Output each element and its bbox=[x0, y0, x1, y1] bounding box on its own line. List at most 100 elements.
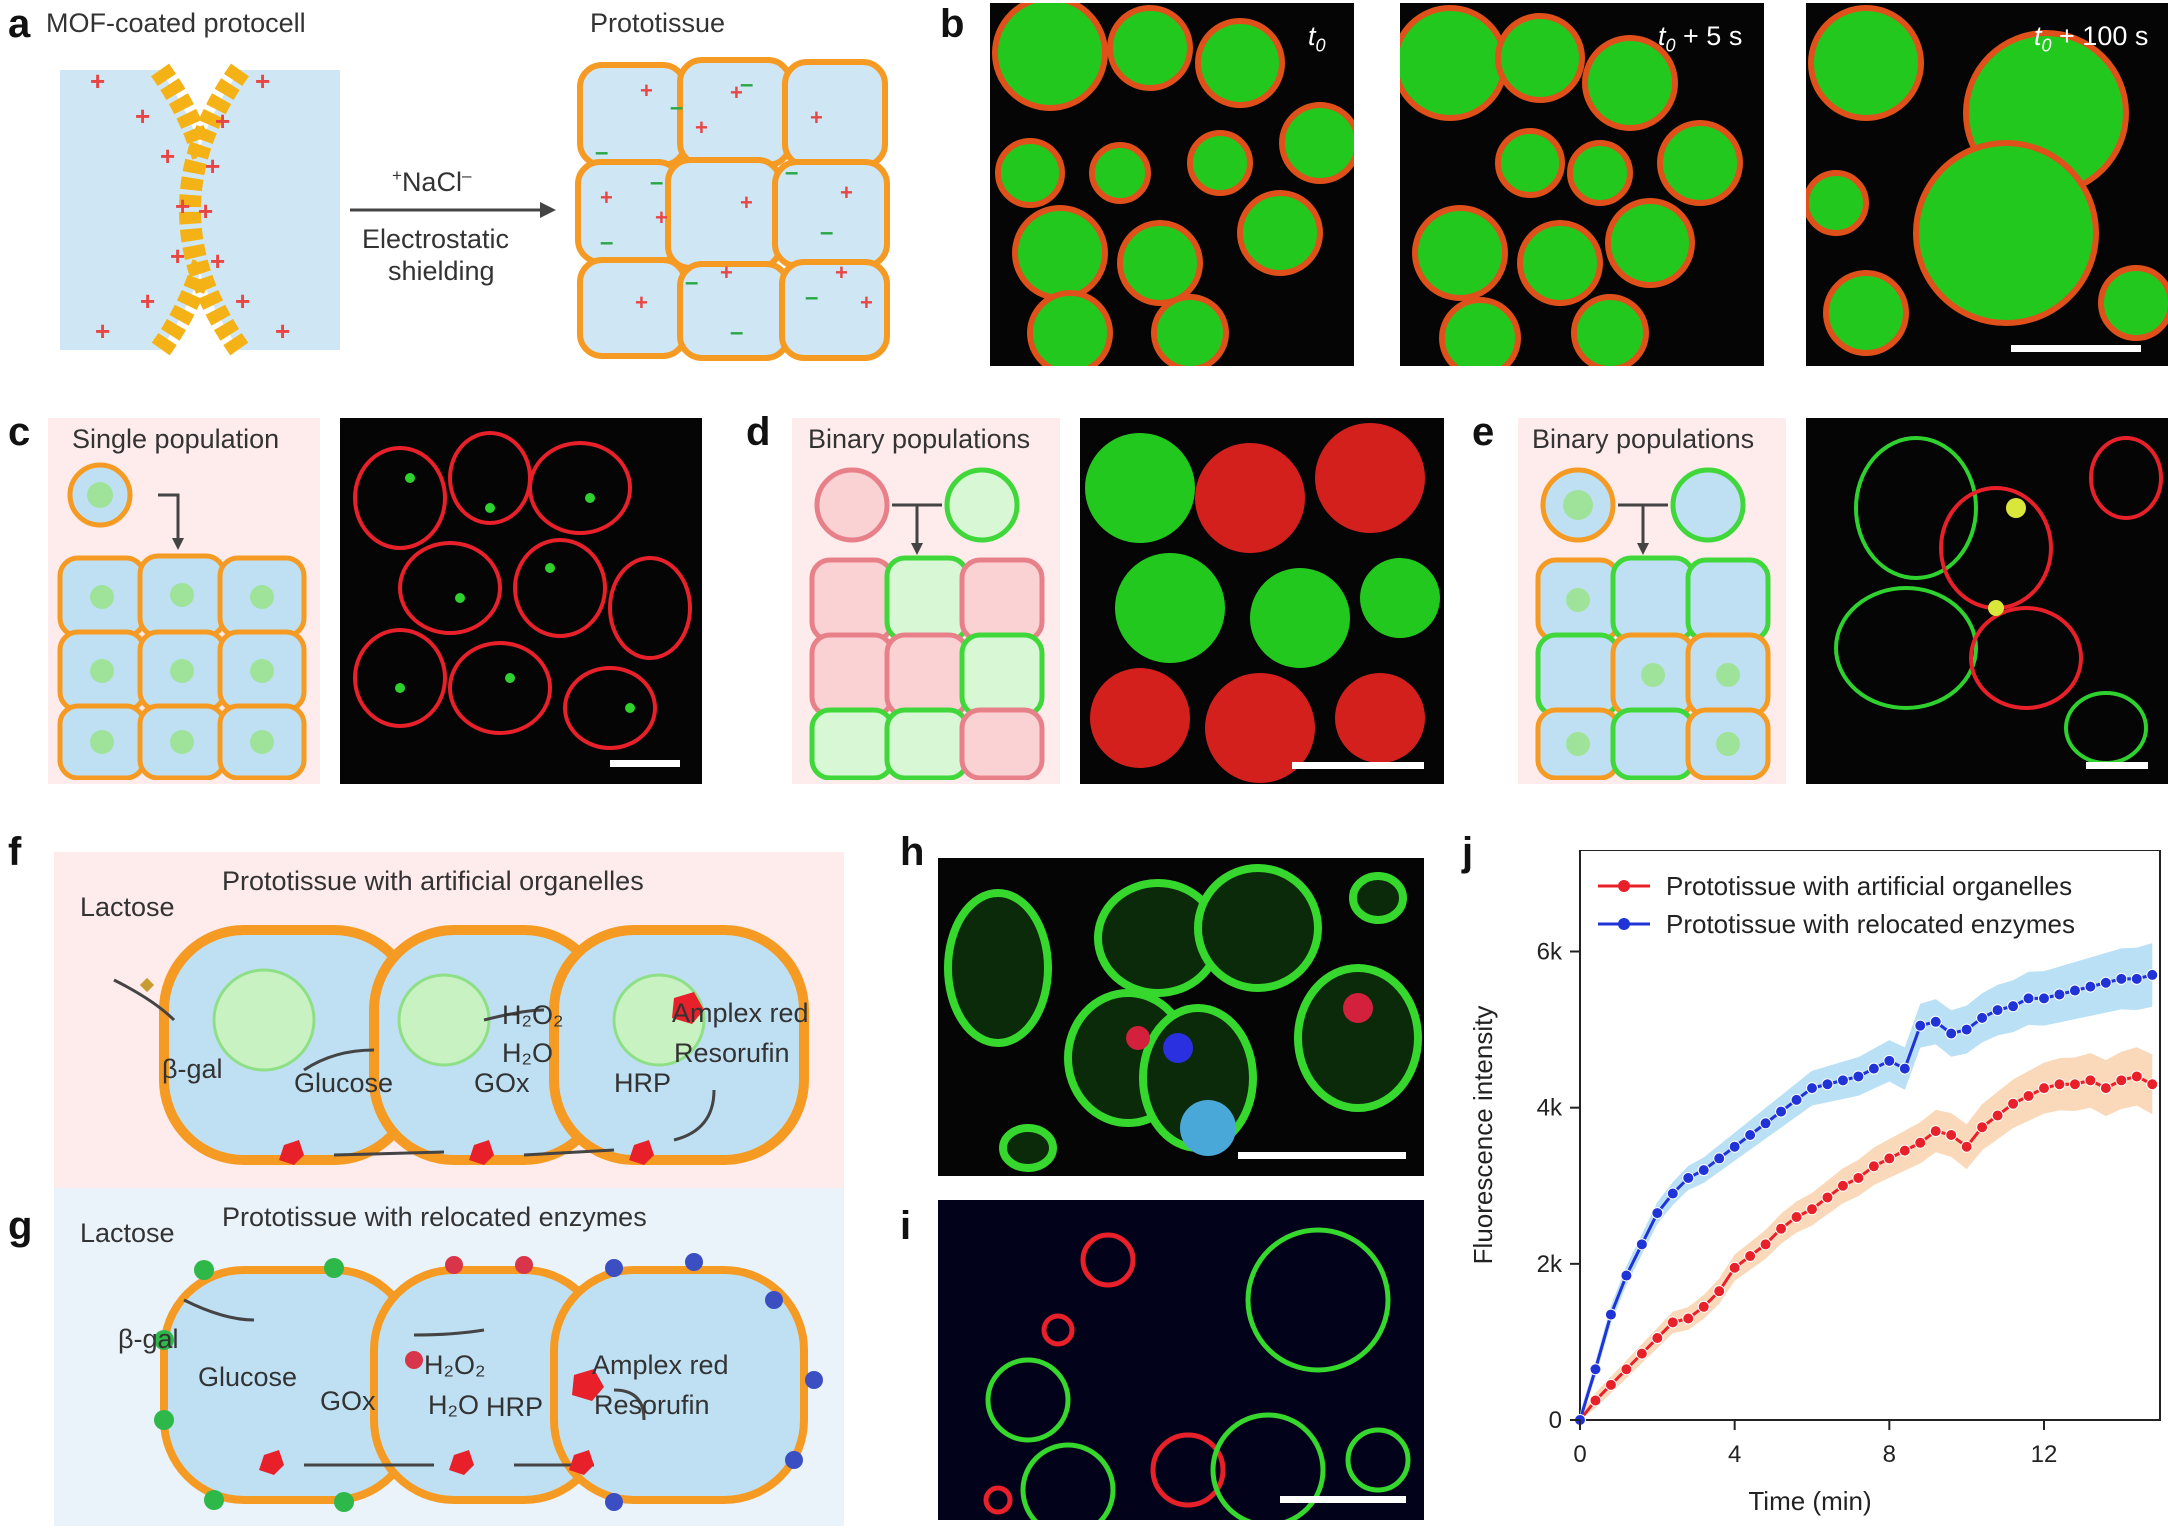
point-series-0 bbox=[2115, 1074, 2128, 1087]
x-axis-label: Time (min) bbox=[1748, 1486, 1871, 1516]
svg-text:–: – bbox=[595, 139, 608, 166]
panel-label-c: c bbox=[8, 410, 31, 454]
panel-label-j: j bbox=[1462, 830, 1474, 874]
scale-bar-c bbox=[610, 760, 680, 767]
point-series-1 bbox=[1836, 1074, 1849, 1087]
point-series-1 bbox=[2007, 1000, 2020, 1013]
panel-f-hrp: HRP bbox=[614, 1068, 672, 1098]
svg-text:+: + bbox=[695, 115, 708, 140]
point-series-0 bbox=[1929, 1125, 1942, 1138]
point-series-0 bbox=[1713, 1285, 1726, 1298]
point-series-1 bbox=[2146, 968, 2159, 981]
point-series-0 bbox=[2038, 1082, 2050, 1095]
svg-text:+: + bbox=[198, 196, 213, 226]
point-series-1 bbox=[1976, 1011, 1989, 1024]
svg-text:–: – bbox=[670, 94, 683, 121]
panel-g-h2o2: H₂O₂ bbox=[424, 1350, 486, 1380]
point-series-1 bbox=[1790, 1093, 1803, 1106]
x-tick-label: 4 bbox=[1728, 1441, 1741, 1468]
point-series-1 bbox=[1852, 1070, 1865, 1083]
point-series-0 bbox=[1821, 1191, 1834, 1204]
micrograph-b-t5: t0 + 5 s bbox=[1400, 3, 1764, 366]
x-tick-label: 0 bbox=[1573, 1441, 1586, 1468]
panel-a-arrow-bottom-1: Electrostatic bbox=[362, 224, 510, 254]
svg-text:+: + bbox=[205, 151, 220, 181]
point-series-1 bbox=[1651, 1207, 1664, 1220]
panel-f-glucose: Glucose bbox=[294, 1068, 394, 1098]
svg-text:–: – bbox=[600, 229, 613, 256]
point-series-0 bbox=[2084, 1074, 2097, 1087]
point-series-1 bbox=[1945, 1027, 1958, 1040]
point-series-1 bbox=[1775, 1105, 1788, 1118]
panel-g-hrp: HRP bbox=[486, 1392, 544, 1422]
point-series-1 bbox=[1806, 1082, 1818, 1095]
micrograph-c bbox=[340, 418, 702, 784]
legend-label-0: Prototissue with artificial organelles bbox=[1666, 871, 2072, 901]
point-series-0 bbox=[1960, 1140, 1973, 1153]
panel-g-bgal: β-gal bbox=[118, 1324, 179, 1354]
svg-text:–: – bbox=[685, 269, 698, 296]
legend-label-1: Prototissue with relocated enzymes bbox=[1666, 909, 2075, 939]
svg-text:+: + bbox=[170, 241, 185, 271]
panel-d-diagram bbox=[809, 467, 1045, 780]
svg-text:+: + bbox=[730, 80, 743, 105]
point-series-0 bbox=[2146, 1078, 2159, 1091]
panel-label-e: e bbox=[1472, 410, 1495, 454]
micrograph-b-t0: t0 bbox=[990, 3, 1354, 366]
scale-bar-e bbox=[2086, 762, 2148, 769]
time-label-b3: t0 + 100 s bbox=[2034, 21, 2149, 56]
point-series-1 bbox=[1620, 1269, 1633, 1282]
point-series-1 bbox=[1883, 1054, 1896, 1067]
panel-f-lactose: Lactose bbox=[80, 892, 175, 922]
scale-bar-d bbox=[1292, 762, 1424, 769]
panel-label-d: d bbox=[746, 410, 771, 454]
point-series-0 bbox=[1651, 1332, 1664, 1345]
point-series-1 bbox=[1867, 1062, 1880, 1075]
panel-g-h2o: H₂O bbox=[428, 1390, 479, 1420]
point-series-0 bbox=[1852, 1171, 1865, 1184]
y-tick-label: 2k bbox=[1537, 1251, 1563, 1278]
point-series-0 bbox=[1775, 1222, 1788, 1235]
point-series-0 bbox=[1867, 1160, 1880, 1173]
point-series-1 bbox=[1589, 1363, 1602, 1376]
point-series-1 bbox=[2053, 988, 2066, 1001]
panel-c-diagram bbox=[57, 462, 307, 780]
point-series-1 bbox=[1728, 1140, 1741, 1153]
panel-e-diagram bbox=[1535, 467, 1771, 780]
point-series-0 bbox=[1744, 1250, 1757, 1263]
point-series-0 bbox=[1914, 1136, 1927, 1149]
point-series-0 bbox=[1806, 1203, 1818, 1216]
panel-e-title: Binary populations bbox=[1532, 424, 1755, 454]
svg-text:+: + bbox=[275, 316, 290, 346]
panel-a-arrow-bottom-2: shielding bbox=[388, 256, 495, 286]
point-series-1 bbox=[1914, 1019, 1927, 1032]
point-series-0 bbox=[2022, 1089, 2035, 1102]
panel-g-resorufin: Resorufin bbox=[594, 1390, 710, 1420]
panel-a-diagram: +++ ++++ +++ ++++ +++ +++ + ++ + ++ ––– – –… bbox=[60, 57, 890, 361]
panel-label-g: g bbox=[8, 1204, 33, 1248]
panel-d-title: Binary populations bbox=[808, 424, 1031, 454]
point-series-0 bbox=[1728, 1261, 1741, 1274]
scale-bar-h bbox=[1238, 1152, 1406, 1159]
svg-text:–: – bbox=[650, 169, 663, 196]
svg-text:+: + bbox=[140, 286, 155, 316]
svg-text:+: + bbox=[210, 246, 225, 276]
micrograph-i bbox=[938, 1200, 1424, 1520]
scale-bar-b bbox=[2011, 345, 2141, 352]
panel-g-lactose: Lactose bbox=[80, 1218, 175, 1248]
scale-bar-i bbox=[1280, 1496, 1406, 1503]
svg-text:+: + bbox=[655, 205, 668, 230]
point-series-1 bbox=[1604, 1308, 1617, 1321]
svg-text:+: + bbox=[175, 191, 190, 221]
micrograph-e bbox=[1806, 418, 2168, 784]
svg-text:–: – bbox=[730, 319, 743, 346]
time-label-b1: t0 bbox=[1308, 21, 1326, 56]
panel-g-amplex: Amplex red bbox=[592, 1350, 729, 1380]
panel-f-bgal: β-gal bbox=[162, 1054, 223, 1084]
svg-text:+: + bbox=[215, 106, 230, 136]
point-series-1 bbox=[2099, 976, 2112, 989]
svg-text:+: + bbox=[635, 290, 648, 315]
point-series-0 bbox=[1666, 1316, 1679, 1329]
svg-text:+: + bbox=[740, 190, 753, 215]
y-axis-label: Fluorescence intensity bbox=[1468, 1006, 1498, 1265]
